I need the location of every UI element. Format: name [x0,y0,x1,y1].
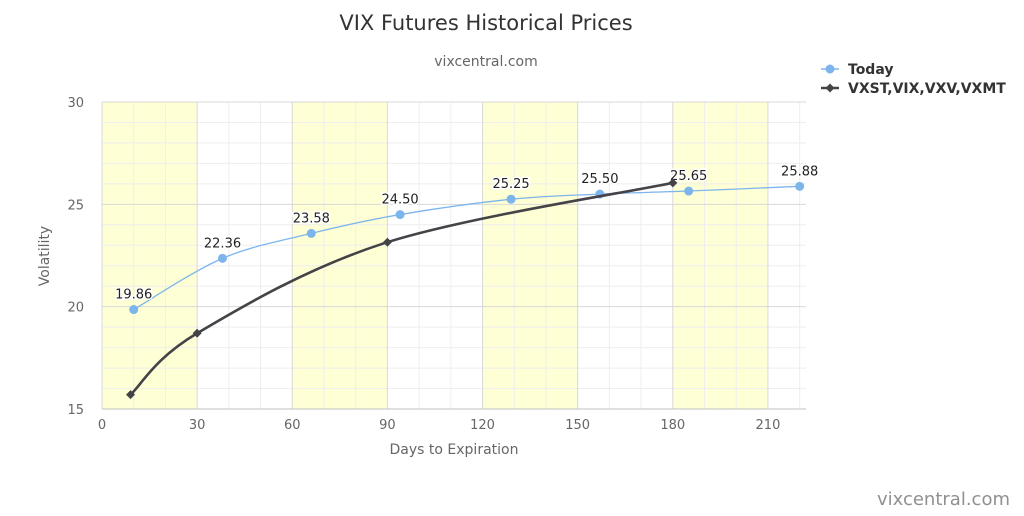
x-tick-label: 120 [470,418,495,433]
grid-lines [101,101,806,410]
legend-marker [825,64,835,74]
data-point-vix-index-term[interactable] [192,328,202,338]
shaded-band [292,102,388,409]
data-point-today[interactable] [395,210,405,220]
data-point-vix-index-term[interactable] [126,390,136,400]
data-label: 25.25 [492,177,529,192]
data-point-vix-index-term[interactable] [668,178,678,188]
data-point-vix-index-term[interactable] [382,237,392,247]
legend-item-today[interactable]: Today [821,62,893,78]
data-label: 19.86 [115,288,152,303]
y-tick-label: 25 [67,198,84,213]
chart-subtitle: vixcentral.com [434,54,537,70]
series-line-today [133,185,800,311]
data-label: 25.65 [670,169,707,184]
data-label: 22.36 [204,236,241,251]
data-label: 25.88 [781,164,818,179]
legend-label: Today [848,62,893,78]
y-axis-label: Volatility [37,226,53,286]
data-point-today[interactable] [218,253,228,263]
chart-title: VIX Futures Historical Prices [339,11,632,35]
data-point-today[interactable] [795,181,805,191]
x-tick-label: 180 [660,418,685,433]
x-tick-label: 150 [565,418,590,433]
legend-label: VXST,VIX,VXV,VXMT [848,81,1006,97]
x-tick-label: 90 [379,418,396,433]
y-tick-label: 30 [67,96,84,111]
legend-marker [825,83,835,93]
data-point-today[interactable] [306,228,316,238]
y-tick-label: 20 [67,301,84,316]
shaded-bands [102,102,768,409]
y-tick-label: 15 [67,403,84,418]
credit-text[interactable]: vixcentral.com [877,489,1010,510]
shaded-band [102,102,198,409]
legend-item-vix-index-term[interactable]: VXST,VIX,VXV,VXMT [821,81,1006,97]
series-line-vix-index-term [129,181,674,396]
data-label: 25.50 [581,172,618,187]
data-label: 24.50 [381,193,418,208]
x-tick-label: 30 [189,418,206,433]
data-point-today[interactable] [684,186,694,196]
legend: Today VXST,VIX,VXV,VXMT [821,62,1006,97]
x-tick-label: 0 [98,418,106,433]
shaded-band [672,102,768,409]
data-point-today[interactable] [506,194,516,204]
data-point-today[interactable] [129,305,139,315]
x-tick-label: 60 [284,418,301,433]
x-tick-label: 210 [756,418,781,433]
axes: 0 30 60 90 120 150 180 210 15 20 25 30 [67,96,806,433]
shaded-band [482,102,578,409]
x-axis-label: Days to Expiration [390,442,519,458]
series-layer: 19.86 22.36 23.58 24.50 25.25 25.50 25.65 25.88 [114,163,820,400]
data-label: 23.58 [293,211,330,226]
